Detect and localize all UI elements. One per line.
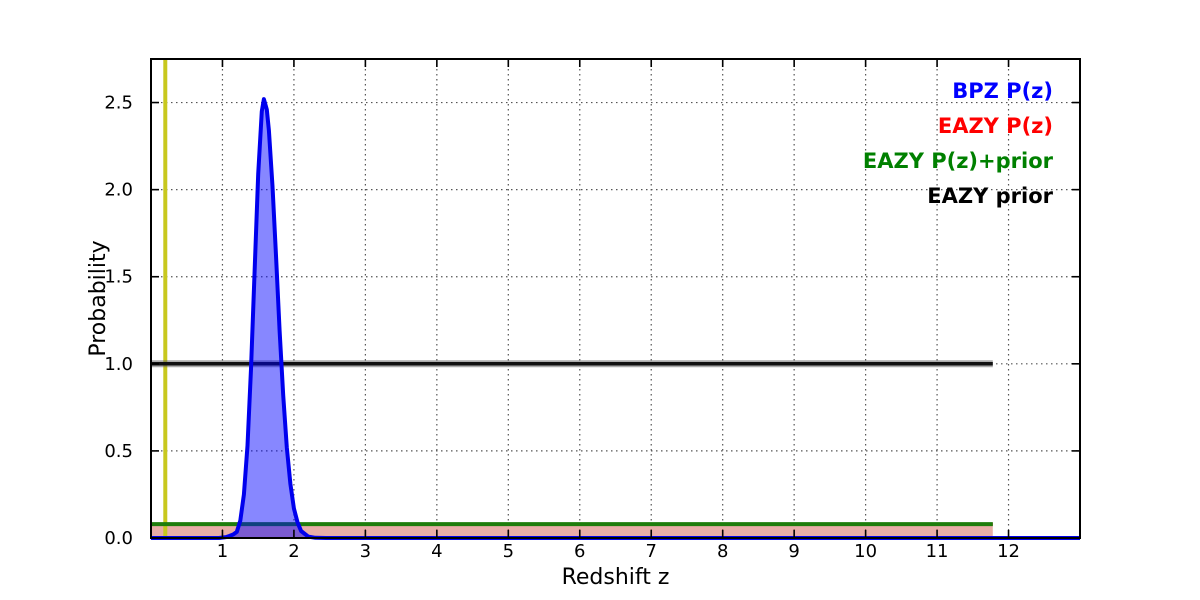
x-tick-label: 3 xyxy=(360,541,371,562)
x-tick-label: 4 xyxy=(431,541,442,562)
x-tick-label: 10 xyxy=(854,541,877,562)
x-tick-label: 12 xyxy=(997,541,1020,562)
legend: BPZ P(z) EAZY P(z) EAZY P(z)+prior EAZY … xyxy=(863,74,1053,214)
y-tick-label: 0.5 xyxy=(104,441,133,462)
x-tick-label: 7 xyxy=(646,541,657,562)
x-tick-label: 8 xyxy=(717,541,728,562)
x-tick-label: 11 xyxy=(926,541,949,562)
plot-frame xyxy=(150,58,1081,539)
legend-entry-eazy-pz: EAZY P(z) xyxy=(937,114,1053,138)
legend-entry-eazy-prior: EAZY prior xyxy=(927,184,1053,208)
x-tick-label: 2 xyxy=(288,541,299,562)
x-tick-label: 9 xyxy=(788,541,799,562)
x-tick-label: 5 xyxy=(503,541,514,562)
y-axis-label: Probability xyxy=(86,240,111,356)
tick-label-layer: 1 2 3 4 5 6 7 8 9 10 11 120.00.51.01.52.02.5 xyxy=(104,93,1020,562)
legend-entry-bpz-pz: BPZ P(z) xyxy=(952,79,1053,103)
y-tick-label: 1.0 xyxy=(104,354,133,375)
y-tick-label: 1.5 xyxy=(104,267,133,288)
y-tick-label: 0.0 xyxy=(104,528,133,549)
tick-layer xyxy=(151,59,1080,538)
y-tick-label: 2.0 xyxy=(104,180,133,201)
x-axis-label: Redshift z xyxy=(562,565,670,590)
legend-entry-eazy-pz-prior: EAZY P(z)+prior xyxy=(862,149,1053,173)
series-fill-eazy-p-z- xyxy=(151,524,993,538)
x-tick-label: 6 xyxy=(574,541,585,562)
series-line-bpz-p-z- xyxy=(151,97,1080,540)
x-tick-label: 1 xyxy=(217,541,228,562)
series-layer xyxy=(151,59,1080,540)
y-tick-label: 2.5 xyxy=(104,93,133,114)
